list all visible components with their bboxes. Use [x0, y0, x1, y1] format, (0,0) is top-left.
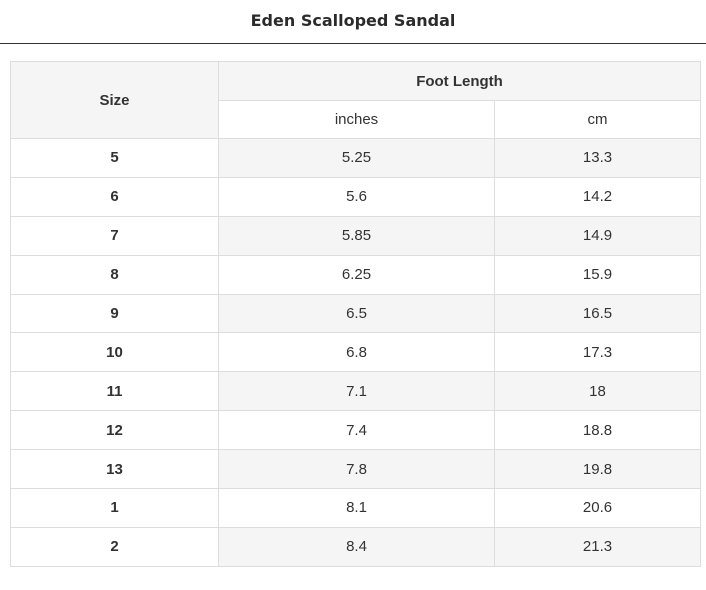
table-row: 7 5.85 14.9: [10, 215, 702, 256]
size-cell: 6: [10, 176, 219, 217]
size-cell: 9: [10, 293, 219, 334]
inches-cell: 7.1: [218, 371, 495, 412]
table-row: 8 6.25 15.9: [10, 254, 702, 295]
cm-cell: 20.6: [493, 488, 702, 528]
size-cell: 11: [10, 371, 219, 412]
cm-cell: 21.3: [493, 526, 702, 567]
size-cell: 2: [10, 526, 219, 567]
size-cell: 7: [10, 215, 219, 256]
inches-cell: 8.1: [218, 488, 495, 528]
cm-cell: 14.9: [493, 215, 702, 256]
inches-cell: 5.25: [218, 138, 495, 178]
inches-cell: 5.6: [218, 176, 495, 217]
inches-cell: 7.8: [218, 449, 495, 490]
inches-cell: 6.25: [218, 254, 495, 295]
cm-cell: 18: [493, 371, 702, 412]
inches-cell: 6.5: [218, 293, 495, 334]
size-cell: 10: [10, 332, 219, 373]
size-chart-table: Size Foot Length inches cm 5 5.25 13.3 6…: [10, 61, 702, 567]
title-bar: Eden Scalloped Sandal: [0, 0, 706, 44]
cm-cell: 13.3: [493, 138, 702, 178]
table-row: 6 5.6 14.2: [10, 176, 702, 217]
inches-column-header: inches: [218, 100, 495, 139]
size-cell: 1: [10, 488, 219, 528]
foot-length-header: Foot Length: [217, 61, 702, 101]
inches-cell: 7.4: [218, 410, 495, 451]
inches-cell: 5.85: [218, 215, 495, 256]
size-cell: 13: [10, 449, 219, 490]
cm-cell: 14.2: [493, 176, 702, 217]
cm-column-header: cm: [493, 100, 702, 139]
cm-cell: 16.5: [493, 293, 702, 334]
table-row: 2 8.4 21.3: [10, 526, 702, 567]
table-row: 9 6.5 16.5: [10, 293, 702, 334]
size-cell: 8: [10, 254, 219, 295]
inches-cell: 6.8: [218, 332, 495, 373]
cm-cell: 19.8: [493, 449, 702, 490]
page-title: Eden Scalloped Sandal: [250, 11, 456, 30]
size-cell: 5: [10, 138, 219, 178]
table-row: 10 6.8 17.3: [10, 332, 702, 373]
table-row: 13 7.8 19.8: [10, 449, 702, 490]
table-row: 11 7.1 18: [10, 371, 702, 412]
cm-cell: 18.8: [493, 410, 702, 451]
cm-cell: 17.3: [493, 332, 702, 373]
size-cell: 12: [10, 410, 219, 451]
table-row: 1 8.1 20.6: [10, 488, 702, 528]
inches-cell: 8.4: [218, 526, 495, 567]
table-row: 12 7.4 18.8: [10, 410, 702, 451]
table-row: 5 5.25 13.3: [10, 138, 702, 178]
size-column-header: Size: [10, 61, 219, 139]
cm-cell: 15.9: [493, 254, 702, 295]
